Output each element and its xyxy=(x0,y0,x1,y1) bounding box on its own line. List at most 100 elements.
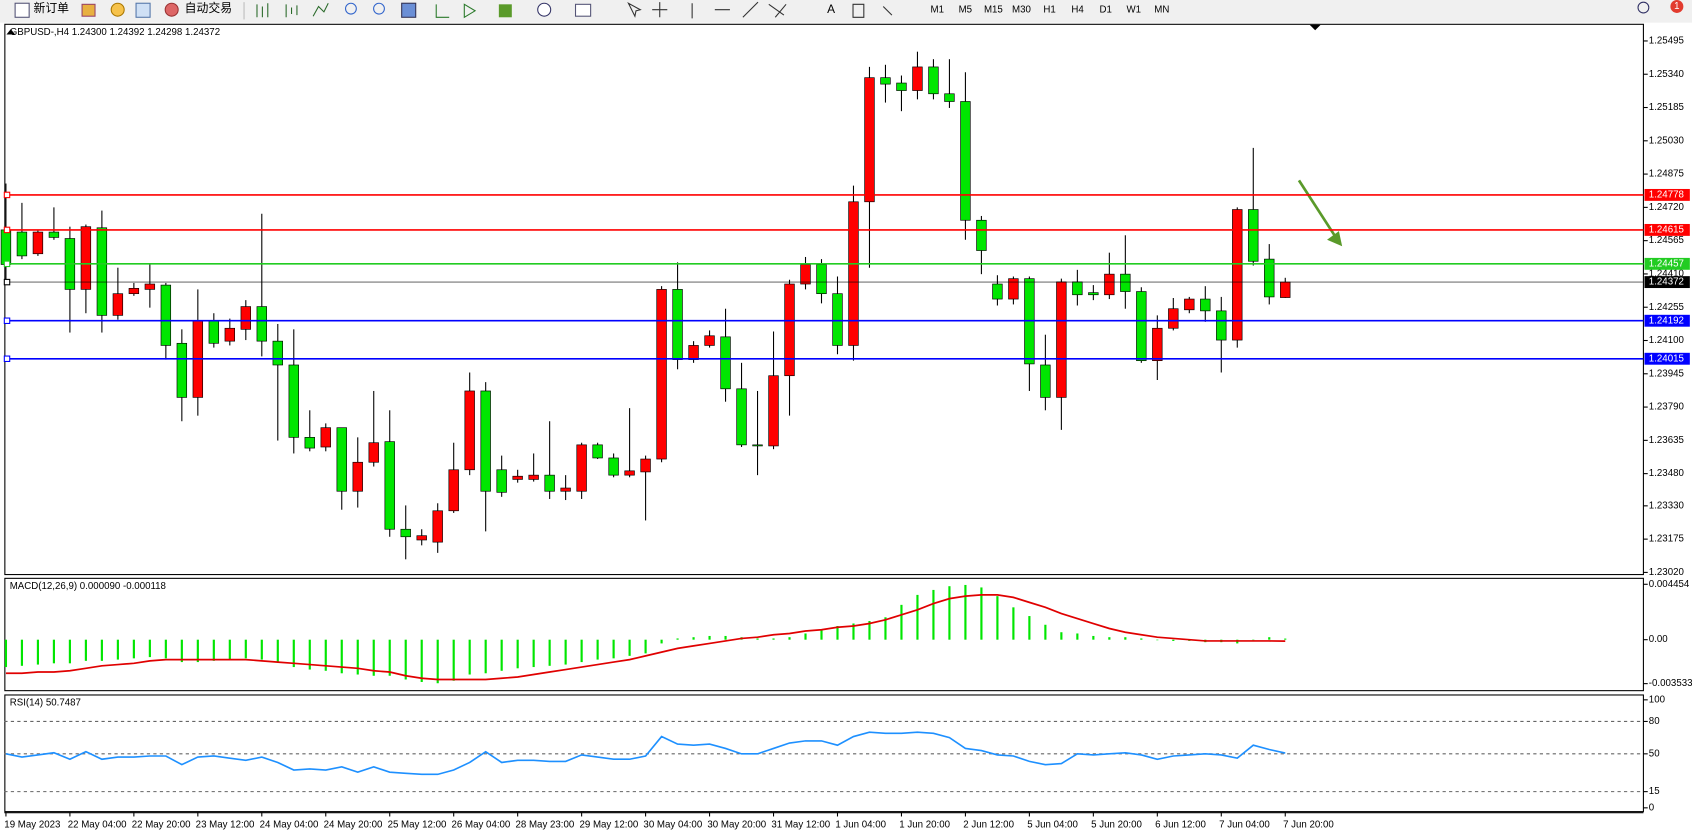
price-tag-label: 1.24015 xyxy=(1649,353,1684,364)
new-order-button[interactable]: 新订单 xyxy=(33,1,69,15)
x-tick-label: 7 Jun 20:00 xyxy=(1283,820,1334,831)
candle-body xyxy=(96,227,108,316)
auto-trading-icon[interactable] xyxy=(164,2,179,17)
scroll-icons[interactable] xyxy=(435,3,477,19)
timeframe-button[interactable]: MN xyxy=(1154,4,1169,15)
candle-body xyxy=(864,77,875,203)
histogram-bar xyxy=(564,639,567,665)
histogram-bar xyxy=(932,589,935,640)
timeframe-button[interactable]: M5 xyxy=(959,4,972,15)
template-icon[interactable] xyxy=(574,3,592,17)
icon[interactable] xyxy=(110,2,125,17)
icon[interactable] xyxy=(81,3,96,17)
timeframe-button[interactable]: H4 xyxy=(1071,4,1084,15)
candle-body xyxy=(432,510,443,543)
price-tag xyxy=(1644,188,1690,201)
x-tick-label: 6 Jun 12:00 xyxy=(1155,820,1206,831)
indicator-icon[interactable] xyxy=(498,4,512,18)
histogram-bar xyxy=(852,623,855,640)
timeframe-button[interactable]: M30 xyxy=(1012,4,1031,15)
x-tick-label: 2 Jun 12:00 xyxy=(963,820,1014,831)
candle-body xyxy=(976,219,987,251)
candle-body xyxy=(1040,364,1051,398)
period-icon[interactable] xyxy=(537,2,552,17)
candle-body xyxy=(1008,278,1019,300)
candle-body xyxy=(208,320,220,344)
plot: GBPUSD-,H4 1.24300 1.24392 1.24298 1.243… xyxy=(0,27,1692,831)
histogram-bar xyxy=(676,638,679,640)
y-tick-label: 80 xyxy=(1649,716,1660,727)
toolbar-bg xyxy=(0,0,1692,22)
y-tick-label: 1.24875 xyxy=(1649,169,1684,180)
candle-body xyxy=(176,342,188,398)
candle-body xyxy=(896,82,907,91)
histogram-bar xyxy=(324,639,327,671)
histogram-bar xyxy=(116,639,119,660)
histogram-bar xyxy=(1044,624,1047,640)
timeframe-button[interactable]: M15 xyxy=(984,4,1003,15)
candle-body xyxy=(480,390,491,492)
new-order-icon[interactable] xyxy=(14,2,30,18)
x-tick-label: 5 Jun 04:00 xyxy=(1027,820,1078,831)
y-tick-label: 1.23635 xyxy=(1649,435,1684,446)
symbol-marker xyxy=(6,29,16,35)
timeframe-button[interactable]: H1 xyxy=(1043,4,1055,15)
histogram-bar xyxy=(84,639,87,661)
histogram-bar xyxy=(340,639,343,674)
candle-body xyxy=(1104,273,1115,296)
candle-body xyxy=(256,306,267,342)
x-tick-label: 1 Jun 20:00 xyxy=(899,820,950,831)
chart-type-icons[interactable] xyxy=(256,2,329,18)
candle-body xyxy=(112,293,124,316)
auto-trading-button[interactable]: 自动交易 xyxy=(185,1,232,15)
histogram-bar xyxy=(1156,639,1159,641)
candle-body xyxy=(16,231,28,257)
timeframe-button[interactable]: D1 xyxy=(1099,4,1111,15)
candle-body xyxy=(688,345,699,360)
candle-body xyxy=(752,444,763,447)
notification-count: 1 xyxy=(1674,1,1679,12)
icon[interactable] xyxy=(135,2,151,18)
histogram-bar xyxy=(1268,637,1271,640)
zoom-out-icon[interactable] xyxy=(373,2,385,15)
y-tick-label: 1.25495 xyxy=(1649,36,1684,47)
timeframe-button[interactable]: W1 xyxy=(1126,4,1141,15)
chart-window xyxy=(0,22,1692,837)
notification-badge[interactable] xyxy=(1670,0,1684,13)
price-tag xyxy=(1644,276,1690,289)
x-tick-label: 30 May 20:00 xyxy=(707,820,766,831)
candle-body xyxy=(912,66,923,91)
candle-body xyxy=(320,427,331,448)
histogram-bar xyxy=(1172,639,1175,641)
candle-body xyxy=(784,283,795,377)
candle-body xyxy=(1120,273,1131,292)
histogram-bar xyxy=(532,639,535,668)
histogram-bar xyxy=(292,639,295,668)
x-tick-label: 31 May 12:00 xyxy=(771,820,830,831)
y-tick-label: 0.00 xyxy=(1649,634,1668,645)
candle-body xyxy=(32,231,44,255)
y-tick-label: 1.23175 xyxy=(1649,534,1684,545)
histogram-bar xyxy=(1028,616,1031,640)
x-tick-label: 19 May 2023 xyxy=(4,820,60,831)
candle-body xyxy=(1152,327,1163,362)
y-tick-label: 1.25030 xyxy=(1649,135,1685,146)
y-tick-label: 1.24565 xyxy=(1649,235,1684,246)
histogram-bar xyxy=(548,639,551,666)
candle-body xyxy=(640,458,651,473)
candle-body xyxy=(400,528,411,538)
histogram-bar xyxy=(132,639,135,659)
text-tool[interactable]: A xyxy=(827,2,835,16)
drawing-tools[interactable] xyxy=(627,1,893,19)
zoom-in-icon[interactable] xyxy=(344,2,357,15)
x-tick-label: 30 May 04:00 xyxy=(643,820,702,831)
tile-icon[interactable] xyxy=(401,2,417,18)
histogram-bar xyxy=(1124,637,1127,640)
timeframes: M1 M5 M15 M30 H1 H4 D1 W1 MN xyxy=(930,4,1169,15)
x-tick-label: 29 May 12:00 xyxy=(579,820,638,831)
histogram-bar xyxy=(388,639,391,676)
timeframe-button[interactable]: M1 xyxy=(930,4,943,15)
candle-body xyxy=(1184,298,1195,311)
search-icon[interactable] xyxy=(1637,1,1650,14)
